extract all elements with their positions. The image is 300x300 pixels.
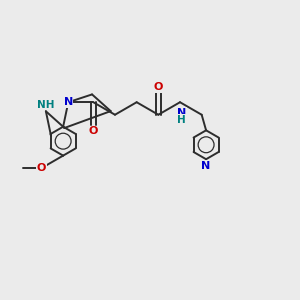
Text: O: O bbox=[37, 163, 46, 173]
Text: N: N bbox=[64, 97, 73, 107]
Text: NH: NH bbox=[37, 100, 55, 110]
Text: O: O bbox=[88, 126, 98, 136]
Text: N: N bbox=[202, 161, 211, 171]
Text: N: N bbox=[177, 107, 186, 118]
Text: H: H bbox=[177, 115, 186, 124]
Text: O: O bbox=[154, 82, 163, 92]
